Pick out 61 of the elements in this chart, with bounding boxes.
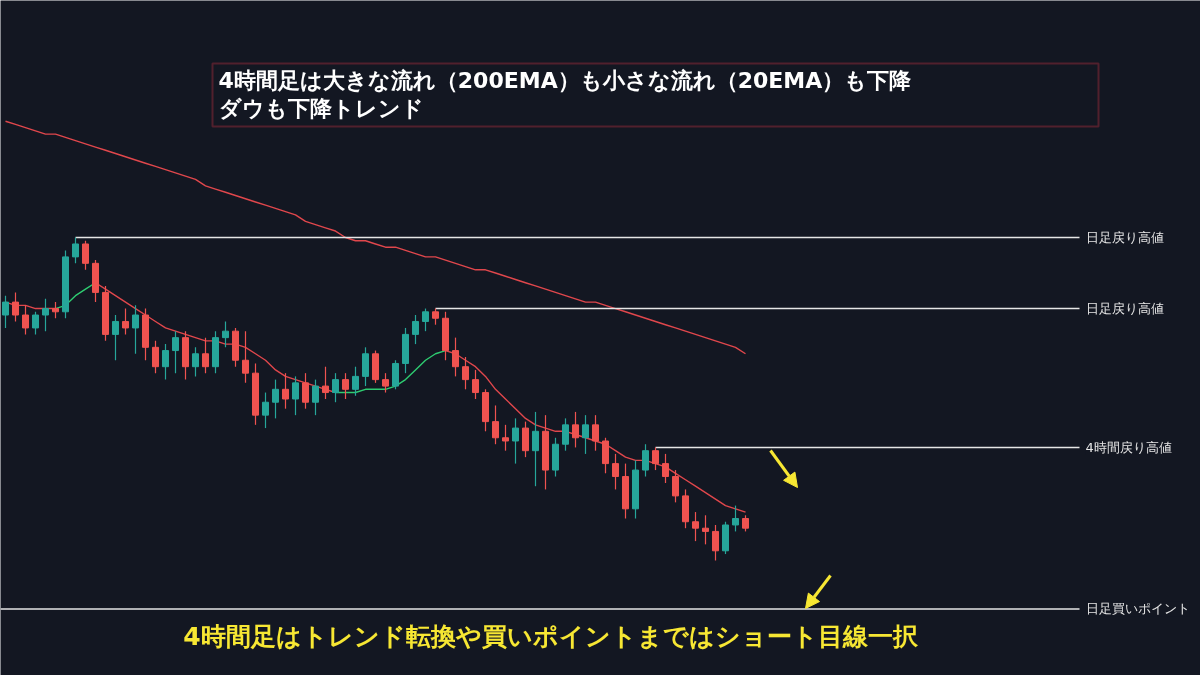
candlestick [592,414,599,452]
candlestick [522,421,529,458]
candlestick [382,372,389,394]
candlestick [332,372,339,403]
candlestick [362,346,369,387]
candlestick [282,372,289,410]
ref-line-label: 日足戻り高値 [1085,230,1164,245]
candlestick [652,446,659,471]
candlestick [562,417,569,452]
chart-subtitle: ダウも下降トレンド [218,95,424,121]
candlestick [612,453,619,491]
ref-line-label: 4時間戻り高値 [1085,439,1172,455]
candlestick [312,379,319,416]
candlestick [512,417,519,465]
candlestick [32,311,39,335]
candlestick [82,240,89,271]
candlestick [352,366,359,397]
candlestick [292,375,299,416]
candlestick [732,504,739,533]
candlestick [132,304,139,355]
candlestick [452,337,459,377]
candlestick [462,356,469,390]
candlestick [2,295,9,329]
candlestick [72,236,79,264]
candlestick [702,514,709,545]
candlestick [12,291,19,323]
ref-line-label: 日足買いポイント [1085,601,1190,617]
candlestick [572,411,579,449]
candlestick [422,307,429,332]
candlestick [602,437,609,474]
candlestick [342,372,349,400]
candlestick [22,304,29,335]
candlestick [672,469,679,503]
candlestick [412,314,419,345]
candlestick [42,298,49,332]
chart-title: 4時間足は大きな流れ（200EMA）も小さな流れ（20EMA）も下降 [218,67,913,93]
candlestick [662,453,669,484]
candlestick [122,307,129,335]
candlestick [582,414,589,455]
candlestick [112,314,119,361]
candlestick [242,330,249,384]
candlestick [302,372,309,410]
candlestick [262,391,269,429]
candlestick [642,443,649,478]
candlestick [712,524,719,562]
candlestick [392,359,399,390]
candlestick [502,424,509,452]
candlestick [692,511,699,542]
candlestick [162,343,169,381]
candlestick [202,337,209,374]
ref-line-label: 日足戻り高値 [1085,301,1164,317]
candlestick [492,404,499,445]
candlestick [532,411,539,487]
candlestick [322,366,329,400]
candlestick [472,369,479,400]
candlestick [172,330,179,374]
text: 4時間足はトレンド転換や買いポイントまではショート目線一択 [183,622,919,651]
candlestick [222,320,229,348]
candlestick [272,379,279,419]
candlestick [192,346,199,377]
candlestick [152,340,159,374]
